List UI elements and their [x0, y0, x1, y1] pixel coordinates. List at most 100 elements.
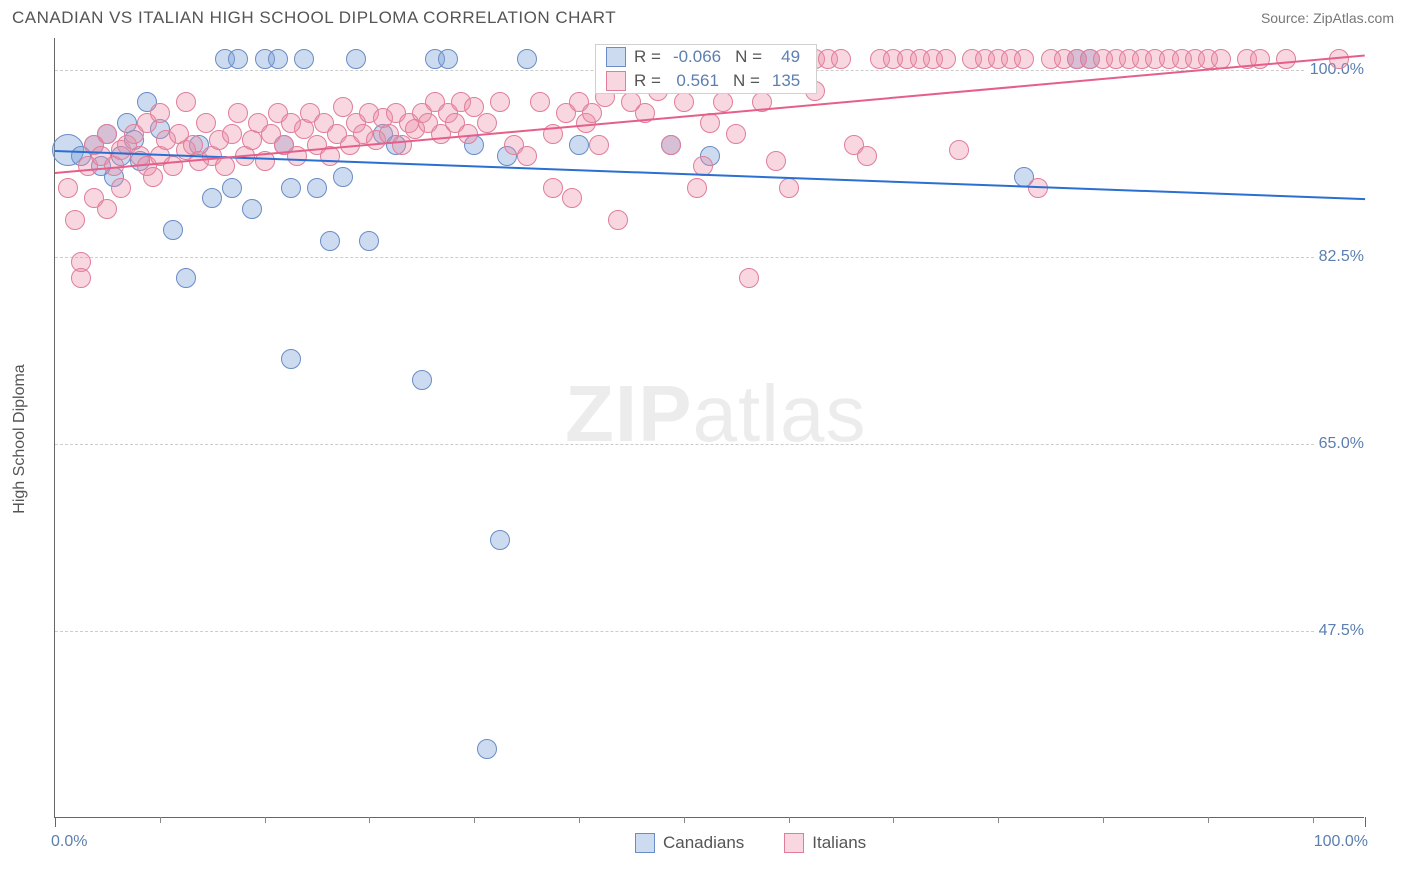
x-tick — [369, 817, 370, 823]
legend-swatch — [635, 833, 655, 853]
y-tick-label: 65.0% — [1315, 435, 1368, 453]
x-tick — [474, 817, 475, 823]
data-point-italians — [222, 124, 242, 144]
data-point-italians — [543, 178, 563, 198]
x-tick — [265, 817, 266, 823]
data-point-italians — [936, 49, 956, 69]
data-point-canadians — [346, 49, 366, 69]
stats-n-label: N = — [733, 71, 760, 91]
data-point-italians — [143, 167, 163, 187]
stats-row-italians: R = 0.561 N = 135 — [596, 69, 816, 93]
data-point-canadians — [268, 49, 288, 69]
data-point-canadians — [412, 370, 432, 390]
legend: Canadians Italians — [635, 833, 866, 853]
data-point-canadians — [222, 178, 242, 198]
data-point-canadians — [569, 135, 589, 155]
x-tick — [893, 817, 894, 823]
data-point-italians — [589, 135, 609, 155]
x-axis-min-label: 0.0% — [51, 833, 87, 851]
stats-n-value: 49 — [770, 47, 806, 67]
x-tick — [1103, 817, 1104, 823]
x-tick — [55, 817, 56, 827]
data-point-italians — [228, 103, 248, 123]
data-point-italians — [58, 178, 78, 198]
x-tick — [998, 817, 999, 823]
data-point-italians — [779, 178, 799, 198]
data-point-italians — [608, 210, 628, 230]
data-point-canadians — [176, 268, 196, 288]
stats-r-label: R = — [634, 47, 661, 67]
stats-n-label: N = — [735, 47, 762, 67]
x-tick — [1365, 817, 1366, 827]
gridline — [55, 444, 1364, 445]
data-point-italians — [739, 268, 759, 288]
data-point-italians — [582, 103, 602, 123]
legend-label: Canadians — [663, 833, 744, 853]
stats-r-value: -0.066 — [669, 47, 727, 67]
data-point-italians — [562, 188, 582, 208]
data-point-canadians — [477, 739, 497, 759]
x-tick — [160, 817, 161, 823]
data-point-italians — [176, 92, 196, 112]
x-tick — [684, 817, 685, 823]
data-point-italians — [97, 199, 117, 219]
chart-container: High School Diploma ZIPatlas 47.5%65.0%8… — [0, 32, 1406, 846]
legend-label: Italians — [812, 833, 866, 853]
legend-swatch — [784, 833, 804, 853]
data-point-italians — [517, 146, 537, 166]
data-point-italians — [857, 146, 877, 166]
x-tick — [579, 817, 580, 823]
stats-box: R = -0.066 N = 49 R = 0.561 N = 135 — [595, 44, 817, 94]
data-point-italians — [150, 103, 170, 123]
stats-row-canadians: R = -0.066 N = 49 — [596, 45, 816, 69]
data-point-canadians — [438, 49, 458, 69]
data-point-italians — [674, 92, 694, 112]
data-point-italians — [111, 178, 131, 198]
data-point-canadians — [281, 178, 301, 198]
plot-area: ZIPatlas 47.5%65.0%82.5%100.0%0.0%100.0%… — [54, 38, 1364, 818]
legend-swatch — [606, 71, 626, 91]
data-point-italians — [687, 178, 707, 198]
x-axis-max-label: 100.0% — [1314, 833, 1368, 851]
gridline — [55, 257, 1364, 258]
data-point-canadians — [202, 188, 222, 208]
data-point-italians — [713, 92, 733, 112]
y-axis-label: High School Diploma — [11, 364, 29, 513]
data-point-canadians — [359, 231, 379, 251]
data-point-canadians — [517, 49, 537, 69]
stats-r-value: 0.561 — [669, 71, 725, 91]
data-point-canadians — [294, 49, 314, 69]
data-point-italians — [71, 268, 91, 288]
data-point-canadians — [163, 220, 183, 240]
data-point-canadians — [242, 199, 262, 219]
legend-swatch — [606, 47, 626, 67]
data-point-canadians — [281, 349, 301, 369]
data-point-canadians — [307, 178, 327, 198]
data-point-canadians — [228, 49, 248, 69]
data-point-canadians — [333, 167, 353, 187]
x-tick — [1208, 817, 1209, 823]
data-point-italians — [65, 210, 85, 230]
data-point-canadians — [320, 231, 340, 251]
y-tick-label: 82.5% — [1315, 248, 1368, 266]
data-point-italians — [163, 156, 183, 176]
legend-item-canadians: Canadians — [635, 833, 744, 853]
data-point-italians — [661, 135, 681, 155]
data-point-italians — [1276, 49, 1296, 69]
stats-r-label: R = — [634, 71, 661, 91]
x-tick — [1313, 817, 1314, 823]
chart-title: CANADIAN VS ITALIAN HIGH SCHOOL DIPLOMA … — [12, 8, 616, 28]
legend-item-italians: Italians — [784, 833, 866, 853]
data-point-canadians — [490, 530, 510, 550]
data-point-italians — [530, 92, 550, 112]
source-label: Source: ZipAtlas.com — [1261, 10, 1394, 26]
gridline — [55, 631, 1364, 632]
y-tick-label: 47.5% — [1315, 622, 1368, 640]
x-tick — [789, 817, 790, 823]
data-point-italians — [726, 124, 746, 144]
data-point-italians — [700, 113, 720, 133]
data-point-italians — [477, 113, 497, 133]
data-point-italians — [287, 146, 307, 166]
stats-n-value: 135 — [768, 71, 806, 91]
data-point-italians — [766, 151, 786, 171]
